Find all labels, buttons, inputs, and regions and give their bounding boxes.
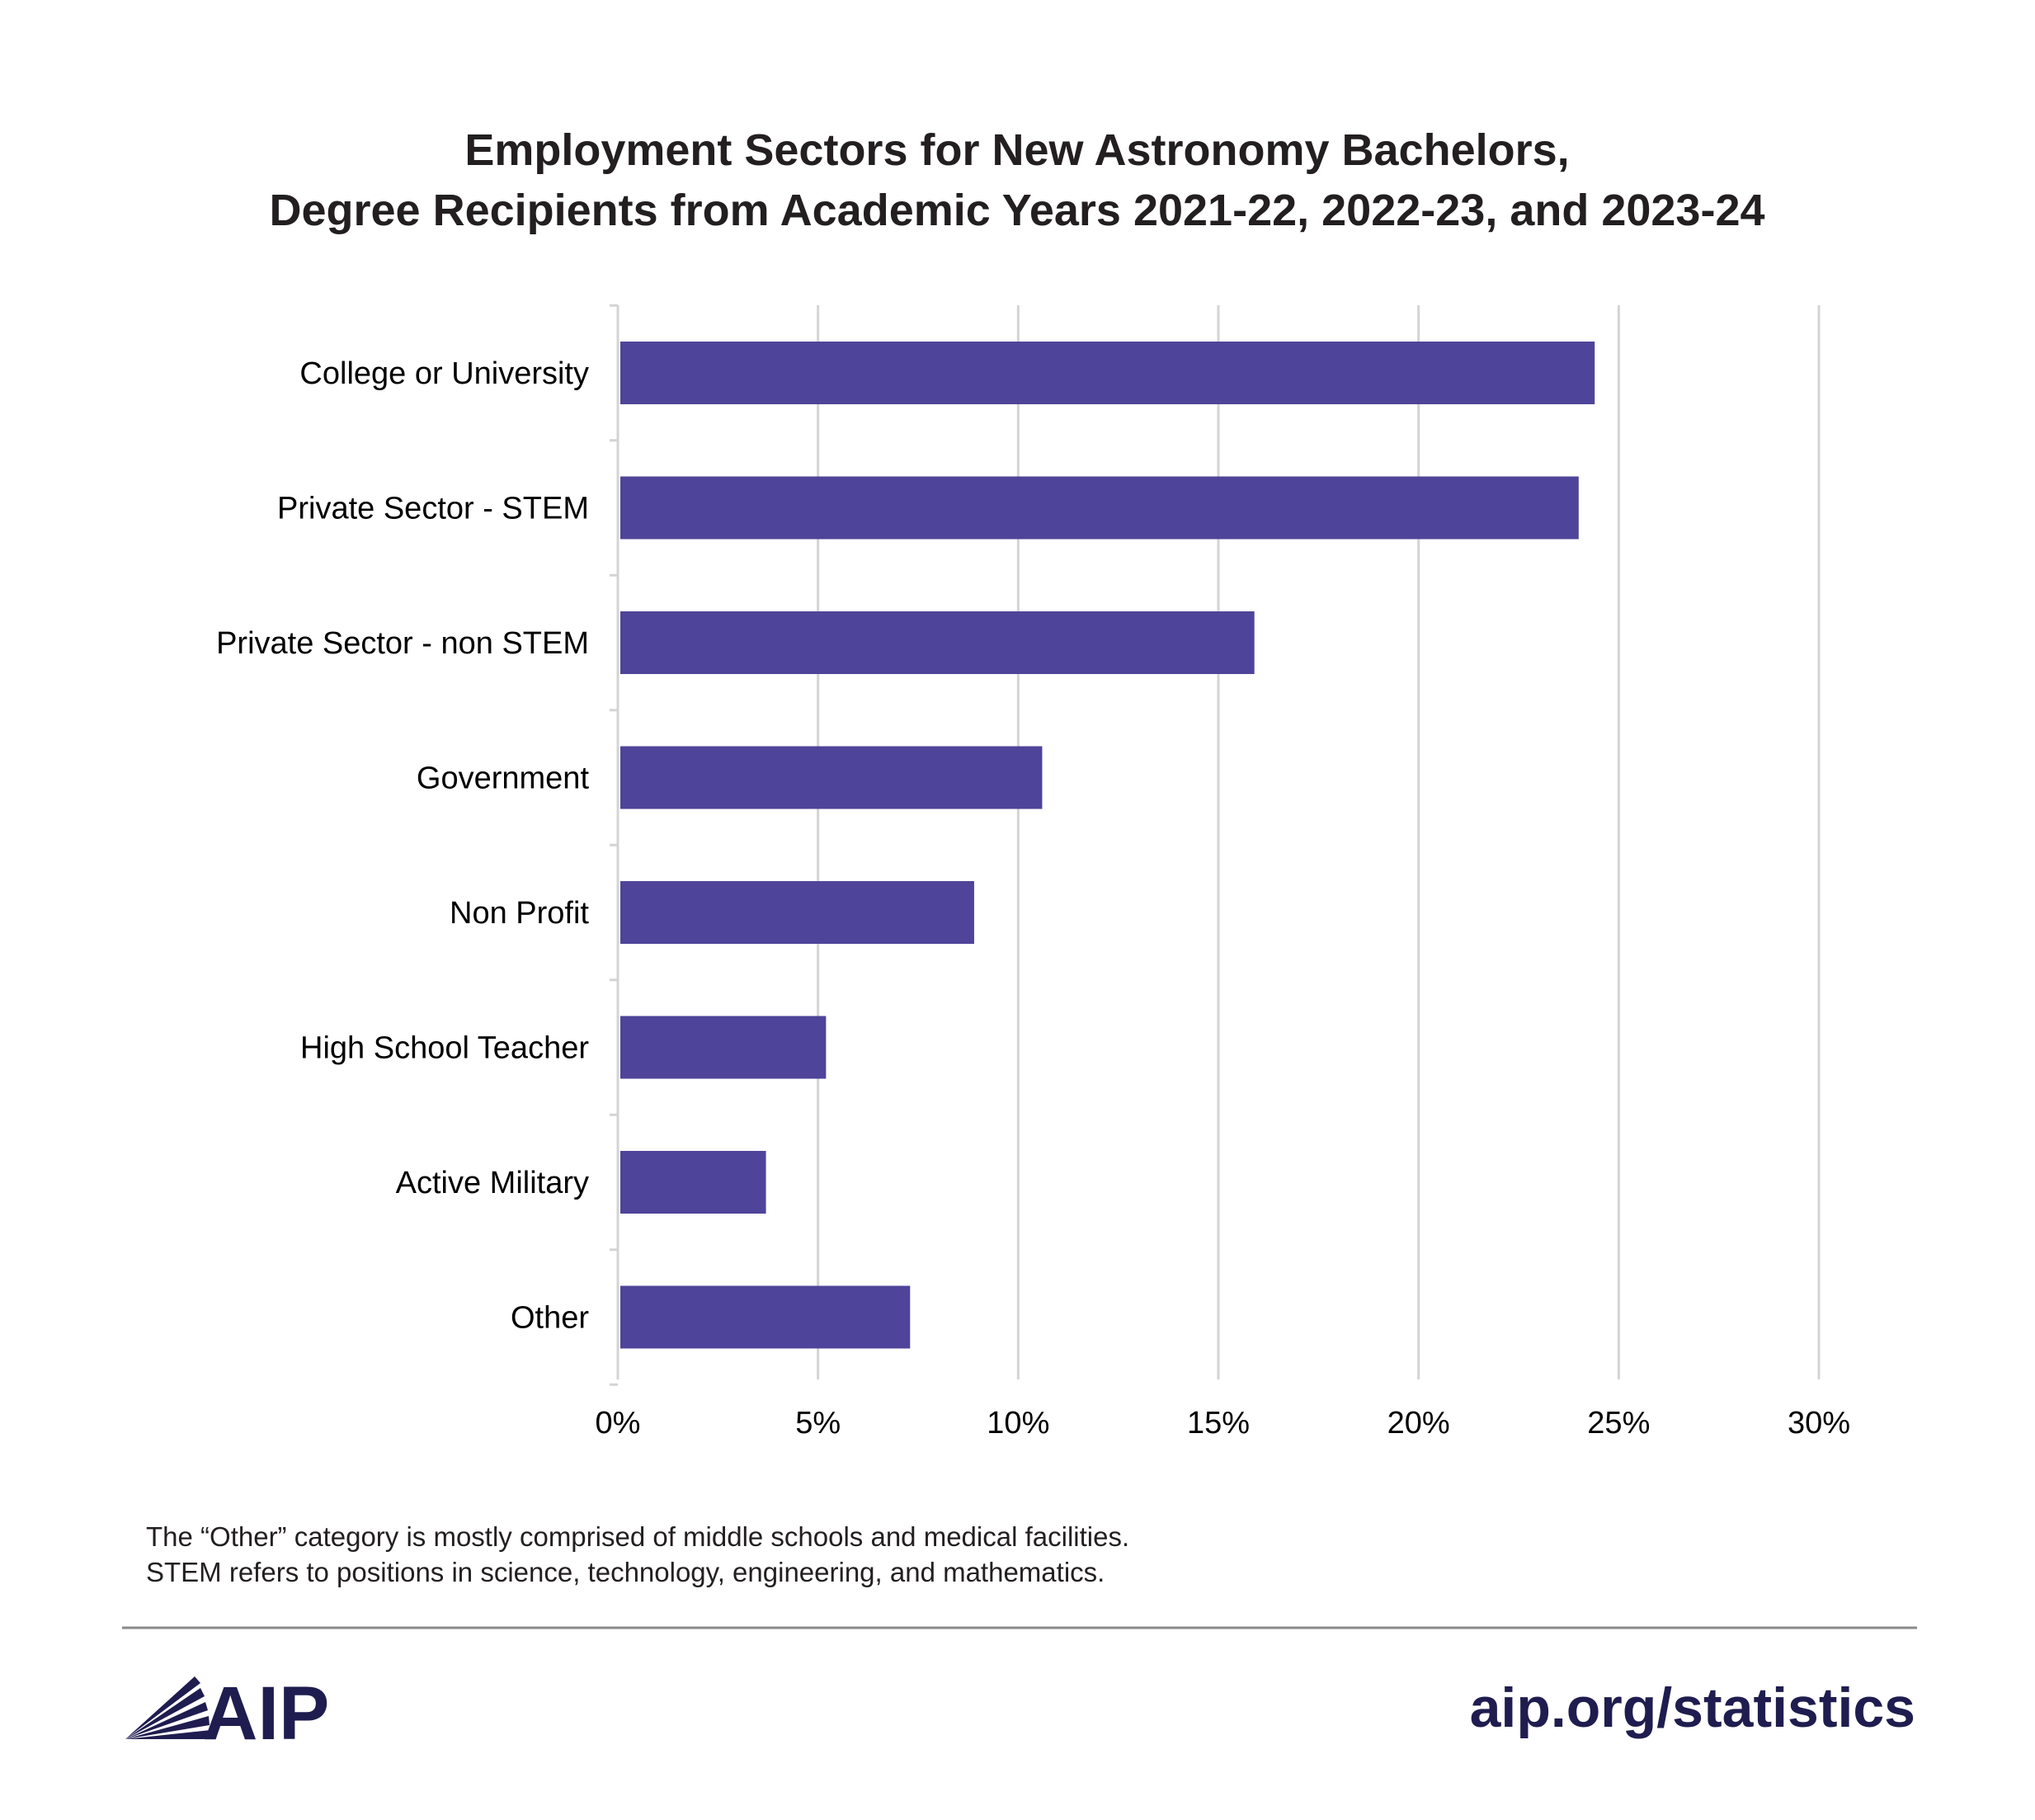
x-tick-label: 0% [596,1406,641,1440]
category-label: Private Sector - STEM [277,492,589,526]
bar-other [620,1285,911,1349]
category-label: Government [417,761,590,796]
aip-logo-icon [125,1676,210,1739]
x-tick-label: 10% [987,1406,1049,1440]
x-tick-label: 25% [1587,1406,1650,1440]
bar-private-sector-non-stem [620,611,1255,674]
category-label: College or University [299,356,589,391]
aip-logo: AIP [125,1671,329,1756]
x-tick-label: 30% [1788,1406,1850,1440]
bar-high-school-teacher [620,1016,827,1079]
category-labels: College or University Private Sector - ST… [216,356,589,1336]
note-stem: STEM refers to positions in science, tec… [146,1557,1105,1587]
x-tick-label: 15% [1187,1406,1250,1440]
chart-subtitle: Degree Recipients from Academic Years 20… [269,186,1764,235]
bar-college-or-university [620,342,1595,404]
chart-title: Employment Sectors for New Astronomy Bac… [464,125,1569,175]
category-label: High School Teacher [300,1031,589,1066]
x-tick-label: 5% [795,1406,841,1440]
aip-logo-text: AIP [203,1671,329,1756]
category-label: Private Sector - non STEM [216,626,589,661]
y-axis [610,304,619,1386]
note-other: The “Other” category is mostly comprised… [146,1521,1129,1552]
statistics-link[interactable]: aip.org/statistics [1470,1676,1915,1739]
gridlines [817,305,1821,1379]
x-tick-label: 20% [1387,1406,1450,1440]
bar-active-military [620,1151,766,1214]
bar-non-profit [620,881,974,944]
bar-government [620,746,1043,809]
category-label: Other [511,1301,589,1336]
category-label: Active Military [396,1166,589,1200]
x-tick-labels: 0% 5% 10% 15% 20% 25% 30% [596,1406,1850,1440]
bars [620,342,1595,1349]
category-label: Non Profit [450,896,589,931]
bar-private-sector-stem [620,476,1579,540]
